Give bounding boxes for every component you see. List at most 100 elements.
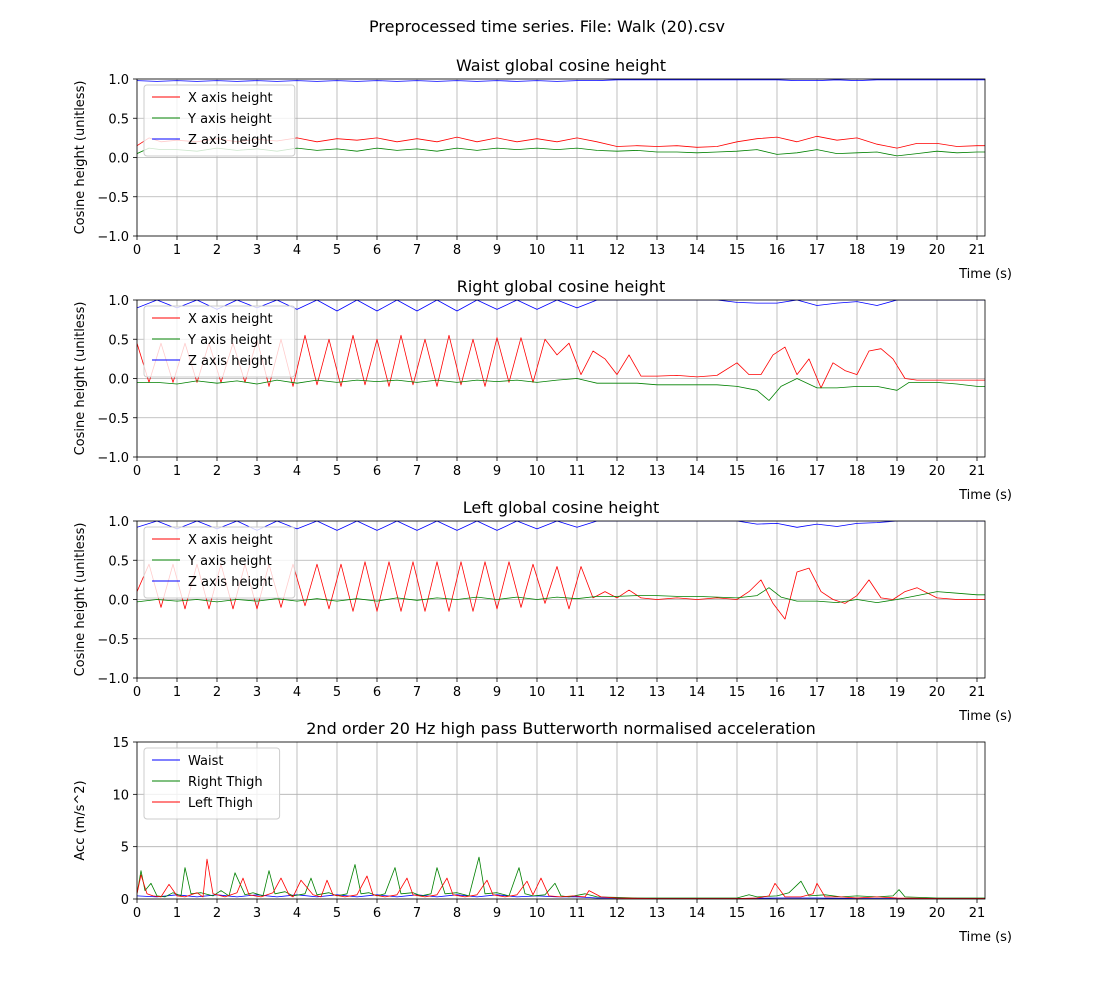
x-tick-label: 16 (769, 685, 786, 700)
x-tick-label: 3 (253, 464, 261, 479)
x-tick-label: 7 (413, 906, 421, 921)
x-tick-label: 5 (333, 685, 341, 700)
x-tick-label: 17 (809, 464, 826, 479)
series-line-y-axis-height (137, 378, 985, 401)
series-group (137, 300, 985, 401)
y-tick-label: 1.0 (108, 294, 129, 309)
x-tick-label: 5 (333, 464, 341, 479)
x-tick-label: 6 (373, 685, 381, 700)
x-tick-label: 21 (969, 906, 986, 921)
x-tick-label: 9 (493, 685, 501, 700)
x-tick-label: 2 (213, 243, 221, 258)
x-tick-label: 11 (569, 906, 586, 921)
x-tick-label: 6 (373, 243, 381, 258)
series-line-left-thigh (137, 858, 985, 899)
legend-label: Y axis height (187, 554, 272, 569)
y-tick-label: 0.5 (108, 333, 129, 348)
x-tick-label: 0 (133, 464, 141, 479)
y-tick-label: 10 (112, 788, 129, 803)
x-axis-label: Time (s) (958, 267, 1012, 282)
x-tick-label: 19 (889, 685, 906, 700)
x-tick-label: 8 (453, 464, 461, 479)
y-tick-label: 0.0 (108, 594, 129, 609)
legend-label: Right Thigh (188, 775, 263, 790)
x-tick-label: 1 (173, 685, 181, 700)
chart-title: 2nd order 20 Hz high pass Butterworth no… (306, 719, 816, 738)
legend: X axis height Y axis height Z axis height (143, 305, 296, 378)
y-tick-label: 0.5 (108, 112, 129, 127)
x-tick-label: 1 (173, 464, 181, 479)
x-tick-label: 6 (373, 906, 381, 921)
x-tick-label: 18 (849, 906, 866, 921)
y-axis-label: Cosine height (unitless) (73, 523, 88, 677)
x-tick-label: 12 (609, 243, 626, 258)
x-tick-label: 14 (689, 464, 706, 479)
x-tick-label: 19 (889, 243, 906, 258)
legend: X axis height Y axis height Z axis height (143, 526, 296, 599)
x-tick-label: 20 (929, 243, 946, 258)
x-tick-label: 1 (173, 906, 181, 921)
x-tick-label: 5 (333, 243, 341, 258)
legend-label: Left Thigh (188, 796, 253, 811)
x-tick-label: 13 (649, 243, 666, 258)
x-tick-label: 11 (569, 464, 586, 479)
x-tick-label: 9 (493, 906, 501, 921)
x-tick-label: 17 (809, 906, 826, 921)
series-line-waist (137, 894, 985, 899)
x-tick-label: 18 (849, 464, 866, 479)
x-tick-label: 15 (729, 243, 746, 258)
x-tick-label: 12 (609, 906, 626, 921)
x-tick-label: 2 (213, 685, 221, 700)
y-tick-label: −0.5 (97, 633, 129, 648)
chart-panel-2: 0 1 2 3 4 5 6 7 8 9 10 11 12 13 14 15 16 17 18 19 20 21−1.0−0… (73, 277, 1012, 503)
x-tick-label: 6 (373, 464, 381, 479)
series-group (137, 856, 985, 899)
series-line-z-axis-height (137, 300, 985, 312)
x-tick-label: 7 (413, 464, 421, 479)
y-tick-label: 0 (121, 893, 129, 908)
x-tick-label: 14 (689, 906, 706, 921)
x-tick-label: 17 (809, 685, 826, 700)
x-tick-label: 13 (649, 464, 666, 479)
series-line-y-axis-height (137, 587, 985, 603)
x-tick-label: 18 (849, 243, 866, 258)
x-tick-label: 8 (453, 685, 461, 700)
legend-label: Y axis height (187, 112, 272, 127)
y-tick-label: 1.0 (108, 73, 129, 88)
figure-title: Preprocessed time series. File: Walk (20… (369, 17, 725, 36)
x-tick-label: 21 (969, 685, 986, 700)
y-tick-label: 1.0 (108, 515, 129, 530)
legend-box (143, 84, 296, 157)
x-tick-label: 5 (333, 906, 341, 921)
x-tick-label: 0 (133, 906, 141, 921)
x-tick-label: 9 (493, 243, 501, 258)
legend-box (143, 526, 296, 599)
series-line-x-axis-height (137, 334, 985, 389)
y-tick-label: −1.0 (97, 451, 129, 466)
x-tick-label: 16 (769, 243, 786, 258)
y-axis-label: Acc (m/s^2) (73, 780, 88, 860)
x-tick-label: 15 (729, 906, 746, 921)
series-line-z-axis-height (137, 79, 985, 82)
x-tick-label: 17 (809, 243, 826, 258)
x-tick-label: 15 (729, 685, 746, 700)
x-axis-label: Time (s) (958, 709, 1012, 724)
y-axis-label: Cosine height (unitless) (73, 302, 88, 456)
x-tick-label: 3 (253, 906, 261, 921)
x-tick-label: 7 (413, 685, 421, 700)
legend-label: Y axis height (187, 333, 272, 348)
x-tick-label: 4 (293, 906, 301, 921)
x-tick-label: 10 (529, 464, 546, 479)
x-tick-label: 18 (849, 685, 866, 700)
x-tick-label: 15 (729, 464, 746, 479)
x-tick-label: 14 (689, 685, 706, 700)
x-tick-label: 12 (609, 685, 626, 700)
y-tick-label: −1.0 (97, 230, 129, 245)
x-tick-label: 0 (133, 243, 141, 258)
chart-title: Left global cosine height (463, 498, 660, 517)
y-tick-label: 0.0 (108, 152, 129, 167)
chart-panel-4: 0 1 2 3 4 5 6 7 8 9 10 11 12 13 14 15 16 17 18 19 20 21051015… (73, 719, 1012, 945)
x-tick-label: 7 (413, 243, 421, 258)
x-axis-label: Time (s) (958, 930, 1012, 945)
